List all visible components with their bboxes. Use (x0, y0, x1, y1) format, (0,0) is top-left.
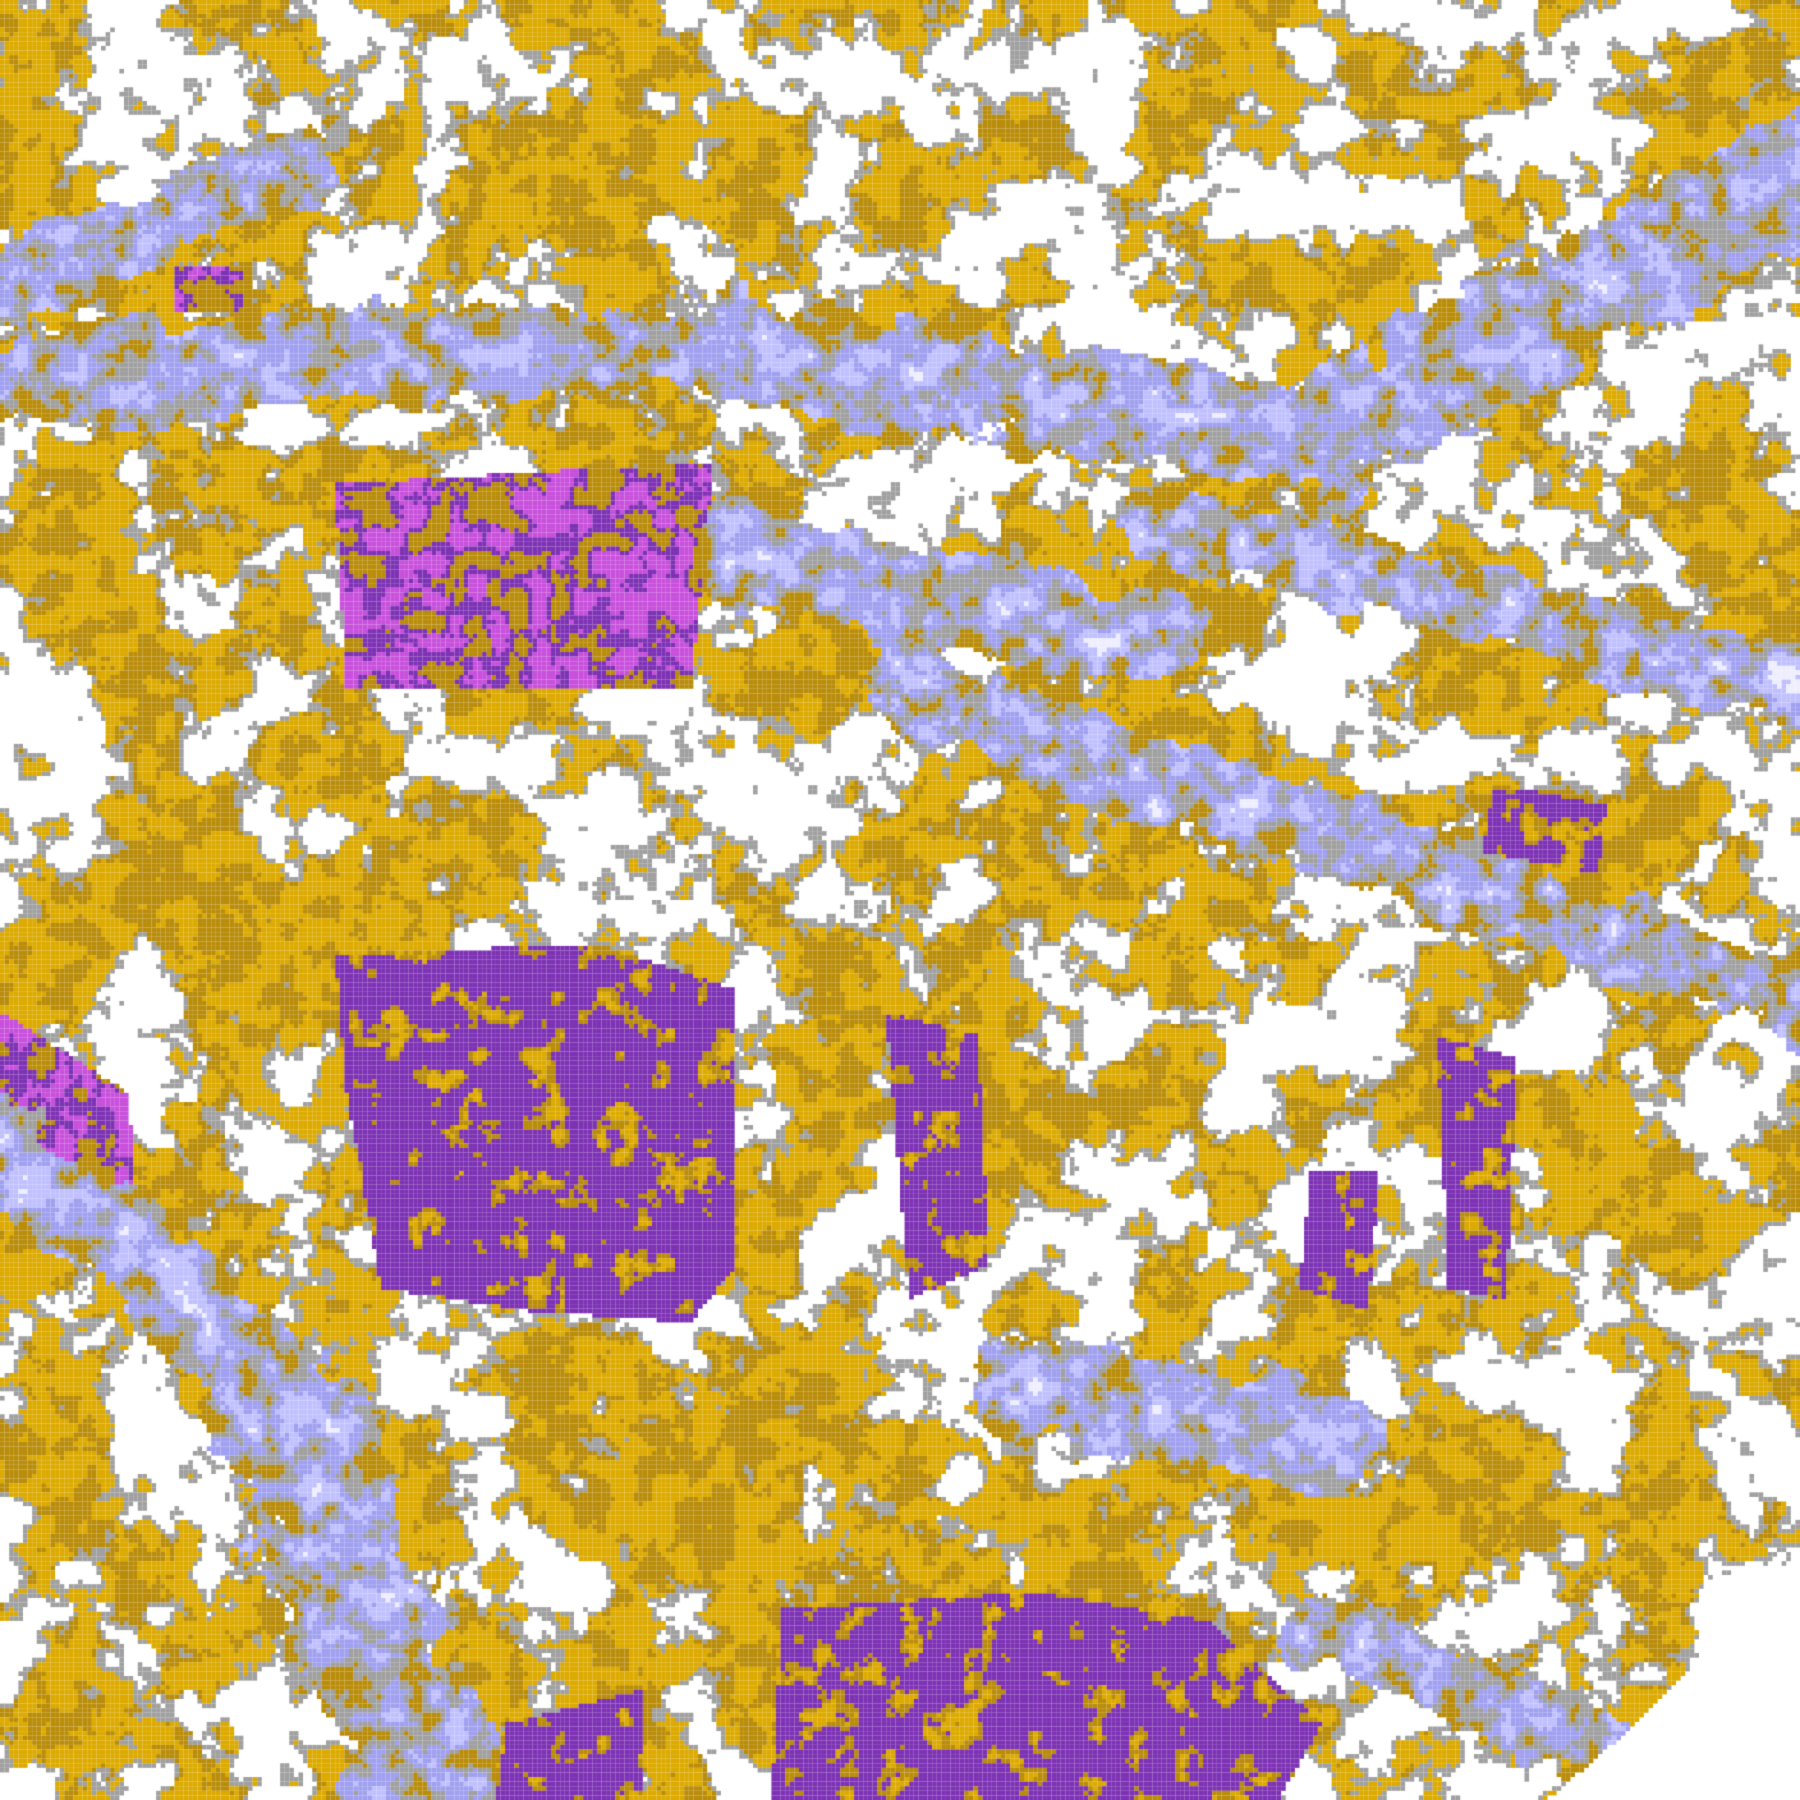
cloud-classification-map (0, 0, 1800, 1800)
map-raster (0, 0, 1800, 1800)
